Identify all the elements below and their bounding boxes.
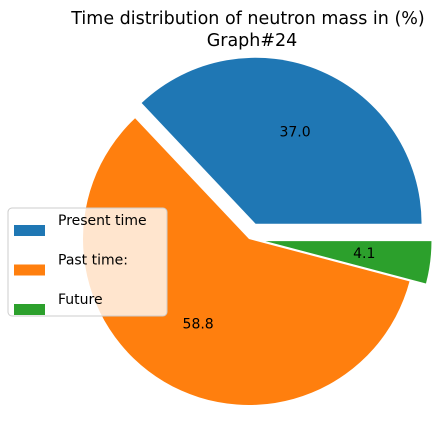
chart-subtitle: Graph#24 <box>207 31 298 51</box>
legend-swatch-present-time <box>14 225 45 236</box>
slice-labels: 37.0 58.8 4.1 <box>183 124 376 332</box>
pie-slices <box>82 57 432 406</box>
legend-swatch-future <box>14 304 45 315</box>
pie-slice-future <box>265 241 432 284</box>
legend: Present time Past time: Future <box>7 207 168 317</box>
slice-value-label-future: 4.1 <box>353 246 375 262</box>
pie-slice-past-time <box>82 118 410 406</box>
chart-title: Time distribution of neutron mass in (%) <box>70 9 424 29</box>
legend-frame <box>7 207 168 317</box>
slice-value-label-present-time: 37.0 <box>279 124 310 140</box>
legend-swatch-past-time <box>14 264 45 276</box>
legend-label-future: Future <box>58 292 103 308</box>
legend-label-present-time: Present time <box>58 213 147 229</box>
slice-value-label-past-time: 58.8 <box>183 317 214 333</box>
legend-label-past-time: Past time: <box>58 253 128 269</box>
pie-slice-present-time <box>141 57 422 224</box>
